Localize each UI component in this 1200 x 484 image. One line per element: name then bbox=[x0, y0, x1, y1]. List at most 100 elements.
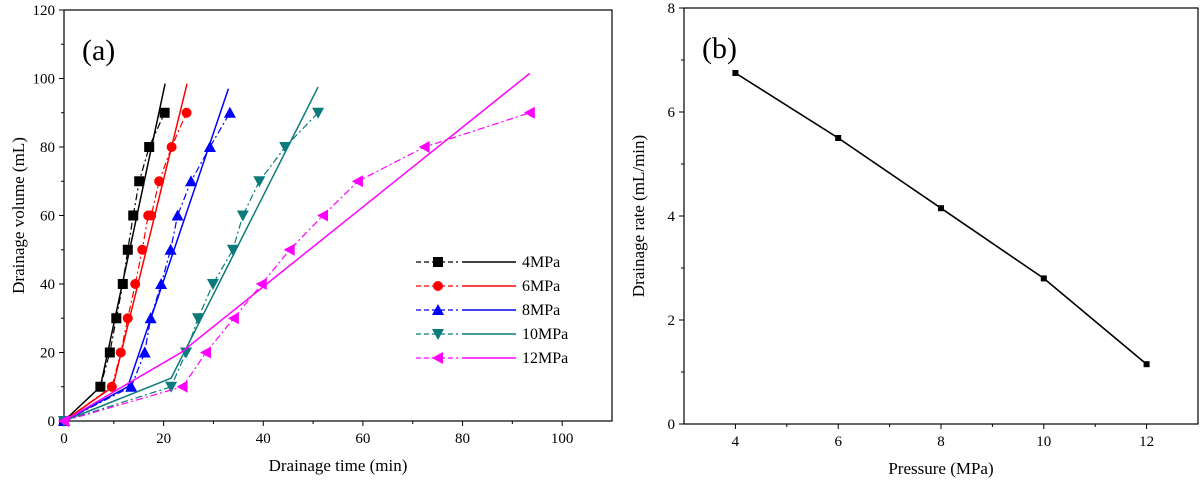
data-point bbox=[185, 175, 198, 187]
data-point bbox=[1040, 275, 1047, 282]
x-tick-label: 12 bbox=[1139, 434, 1154, 450]
y-tick-label: 4 bbox=[668, 209, 676, 225]
data-point bbox=[283, 243, 295, 256]
data-point bbox=[58, 415, 69, 427]
data-point bbox=[95, 381, 106, 392]
x-tick-label: 20 bbox=[156, 431, 171, 447]
data-point bbox=[181, 107, 192, 118]
data-point bbox=[166, 142, 177, 152]
data-point bbox=[134, 176, 145, 187]
legend-label: 6MPa bbox=[522, 278, 560, 295]
x-tick-label: 80 bbox=[455, 431, 470, 447]
data-point bbox=[111, 313, 122, 324]
fit-line bbox=[63, 72, 531, 422]
data-point bbox=[144, 312, 157, 324]
x-tick-label: 10 bbox=[1036, 434, 1051, 450]
panel-label: (b) bbox=[702, 32, 737, 65]
series-10MPa bbox=[58, 86, 325, 427]
data-point bbox=[138, 346, 151, 358]
data-point bbox=[106, 381, 117, 392]
data-point bbox=[164, 243, 177, 255]
data-point bbox=[312, 107, 325, 119]
legend-marker bbox=[432, 304, 444, 315]
fit-line bbox=[63, 88, 230, 422]
data-point bbox=[938, 205, 944, 212]
chart-a: 0 20 40 60 80 100 0 20 40 60 80 100 120 Drainage time… bbox=[9, 3, 613, 475]
x-tick-label: 60 bbox=[355, 431, 370, 447]
data-point bbox=[125, 380, 138, 392]
data-point bbox=[255, 278, 267, 290]
y-tick-label: 6 bbox=[668, 105, 676, 121]
data-point bbox=[253, 176, 266, 188]
data-point bbox=[1143, 361, 1150, 368]
chart-b: 4 6 8 10 12 0 2 4 6 8 Pressure (MPa) Drainage rate … bbox=[629, 1, 1199, 478]
data-point bbox=[279, 142, 292, 153]
y-axis-title: Drainage rate (mL/min) bbox=[629, 135, 648, 297]
data-point bbox=[206, 279, 219, 290]
data-point bbox=[199, 346, 211, 359]
y-tick-label: 120 bbox=[33, 3, 56, 19]
legend-marker bbox=[433, 257, 443, 267]
data-point bbox=[165, 381, 178, 393]
data-point bbox=[159, 107, 170, 118]
legend-label: 8MPa bbox=[522, 302, 560, 319]
data-point bbox=[137, 244, 148, 255]
data-point bbox=[236, 210, 249, 222]
y-tick-label: 60 bbox=[40, 209, 55, 225]
data-point bbox=[227, 312, 239, 325]
x-tick-label: 4 bbox=[732, 434, 740, 450]
data-line bbox=[63, 112, 319, 422]
data-point bbox=[523, 106, 535, 119]
series-8MPa bbox=[58, 88, 236, 426]
data-point bbox=[115, 347, 126, 358]
legend-label: 4MPa bbox=[522, 254, 560, 271]
series-4MPa bbox=[59, 83, 170, 426]
x-tick-label: 8 bbox=[937, 434, 945, 450]
legend-label: 12MPa bbox=[522, 350, 568, 367]
series-12MPa bbox=[58, 72, 535, 427]
data-point bbox=[203, 141, 216, 152]
data-point bbox=[146, 210, 157, 221]
y-tick-label: 20 bbox=[40, 346, 55, 362]
plot-frame bbox=[683, 7, 1199, 425]
data-point bbox=[122, 244, 133, 255]
data-point bbox=[176, 380, 188, 393]
legend-marker bbox=[432, 352, 443, 364]
x-tick-label: 0 bbox=[60, 431, 68, 447]
legend-marker bbox=[433, 281, 443, 291]
data-point bbox=[192, 313, 205, 325]
data-point bbox=[418, 141, 430, 153]
data-point bbox=[223, 106, 236, 118]
data-point bbox=[154, 176, 165, 187]
panel-label: (a) bbox=[82, 34, 115, 67]
data-line bbox=[63, 112, 231, 422]
data-point bbox=[171, 209, 184, 221]
data-point bbox=[117, 279, 128, 289]
y-tick-label: 0 bbox=[668, 417, 676, 433]
y-tick-label: 100 bbox=[33, 72, 56, 88]
y-tick-label: 0 bbox=[48, 414, 56, 430]
data-point bbox=[226, 244, 239, 256]
y-axis-title: Drainage volume (mL) bbox=[9, 137, 28, 294]
data-point bbox=[130, 279, 141, 289]
data-point bbox=[317, 209, 329, 222]
y-tick-label: 40 bbox=[40, 277, 55, 293]
legend-label: 10MPa bbox=[522, 326, 568, 343]
data-point bbox=[155, 278, 168, 289]
data-point bbox=[122, 313, 133, 324]
y-tick-label: 8 bbox=[668, 1, 676, 17]
x-tick-label: 100 bbox=[551, 431, 574, 447]
data-point bbox=[351, 175, 363, 188]
x-axis-title: Pressure (MPa) bbox=[888, 459, 993, 478]
legend-marker bbox=[432, 329, 444, 340]
data-line bbox=[63, 112, 530, 422]
data-point bbox=[835, 135, 842, 141]
y-tick-label: 80 bbox=[40, 140, 55, 156]
y-tick-label: 2 bbox=[668, 313, 676, 329]
data-line bbox=[734, 72, 1148, 365]
data-point bbox=[128, 210, 139, 221]
data-point bbox=[144, 142, 155, 152]
fit-line bbox=[63, 86, 319, 422]
series-drainage-rate bbox=[732, 70, 1150, 368]
